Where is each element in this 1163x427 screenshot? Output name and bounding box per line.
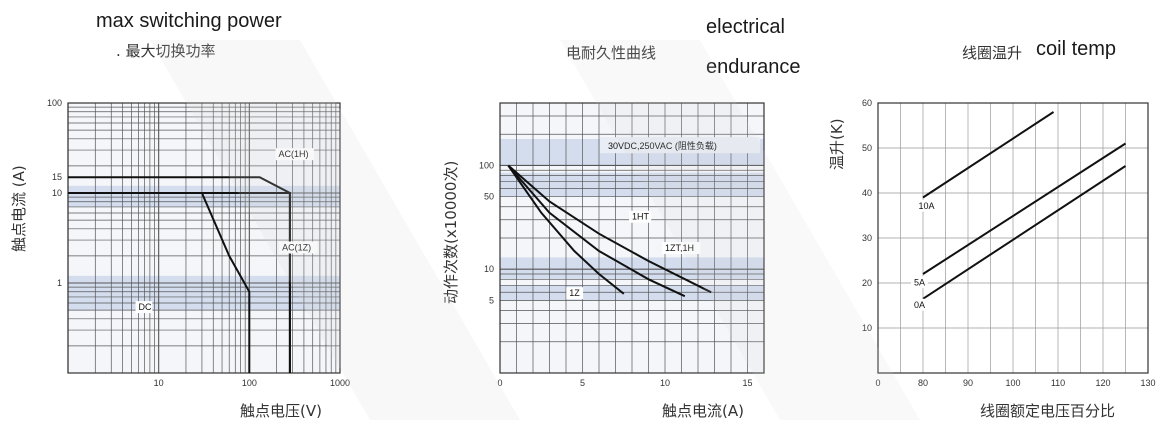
y-tick-label: 50 — [484, 192, 494, 202]
y-tick-label: 30 — [862, 233, 872, 243]
endurance-title-cn: 电耐久性曲线 — [566, 44, 657, 62]
series-line-1ht — [507, 164, 712, 294]
annotation-box — [600, 137, 760, 154]
series-label-bg — [629, 210, 652, 223]
series-label: 5A — [914, 277, 925, 287]
series-line-1zt-1h — [507, 164, 686, 298]
series-label-bg — [911, 276, 928, 289]
series-line-dc — [200, 192, 251, 373]
x-tick-label: 5 — [580, 378, 585, 388]
endurance-title-en-line2: endurance — [706, 56, 801, 78]
series-label-bg — [279, 241, 318, 254]
y-tick-label: 5 — [489, 295, 494, 305]
series-line-1z — [507, 164, 625, 295]
y-tick-label: 60 — [862, 98, 872, 108]
x-tick-label: 110 — [1051, 378, 1065, 388]
chart-electrical-endurance: 0 5 10 15 100 50 10 5 30VDC,250VAC (阻性负载) 1HT 1ZT,… — [479, 102, 765, 388]
y-tick-label: 50 — [862, 143, 872, 153]
chart3-xlabel: 线圈额定电压百分比 — [980, 402, 1116, 420]
x-tick-label: 130 — [1140, 378, 1155, 388]
y-tick-label: 1 — [57, 278, 62, 288]
series-label: AC(1H) — [279, 149, 309, 159]
series-line-10a — [922, 111, 1055, 199]
series-line-0a — [922, 165, 1127, 300]
y-tick-label: 15 — [52, 172, 62, 182]
x-tick-label: 10 — [660, 378, 670, 388]
series-label: DC — [139, 302, 152, 312]
series-label-bg — [135, 301, 153, 314]
series-label-bg — [566, 287, 584, 300]
y-tick-label: 10 — [52, 188, 62, 198]
x-tick-label: 80 — [918, 378, 928, 388]
y-tick-label: 10 — [484, 264, 494, 274]
series-label-bg — [915, 199, 938, 212]
power-title-en: max switching power — [96, 10, 282, 32]
chart-max-switching-power: 10 100 1000 100 15 10 1 AC(1H) AC(1Z) DC — [47, 98, 350, 388]
chart2-xlabel: 触点电流(A) — [662, 402, 744, 420]
x-tick-label: 90 — [963, 378, 973, 388]
y-tick-label: 100 — [47, 98, 62, 108]
plot-frame — [499, 102, 765, 374]
series-label-bg — [911, 298, 928, 311]
series-label: 1Z — [569, 288, 580, 298]
series-label: 10A — [919, 201, 935, 211]
plot-frame — [67, 102, 341, 374]
x-tick-label: 0 — [497, 378, 502, 388]
series-label-bg — [662, 241, 701, 254]
y-tick-label: 40 — [862, 188, 872, 198]
x-tick-label: 10 — [154, 378, 164, 388]
series-line-5a — [922, 142, 1127, 275]
series-line-ac-1z- — [68, 192, 291, 373]
coil-title-cn: 线圈温升 — [962, 44, 1023, 62]
x-tick-label: 1000 — [330, 378, 350, 388]
y-tick-label: 100 — [479, 160, 494, 170]
x-tick-label: 0 — [875, 378, 880, 388]
series-label: 0A — [914, 300, 925, 310]
y-tick-label: 20 — [862, 278, 872, 288]
endurance-title-en-line1: electrical — [706, 16, 785, 38]
y-tick-label: 10 — [862, 323, 872, 333]
x-tick-label: 120 — [1095, 378, 1110, 388]
annotation-text: 30VDC,250VAC (阻性负载) — [608, 140, 717, 151]
chart1-xlabel: 触点电压(V) — [240, 402, 322, 420]
x-tick-label: 100 — [242, 378, 257, 388]
highlight-band — [68, 275, 340, 311]
series-label: 1HT — [632, 212, 650, 222]
series-label-bg — [275, 148, 314, 161]
x-tick-label: 15 — [742, 378, 752, 388]
plot-background — [68, 103, 340, 373]
series-label: AC(1Z) — [282, 242, 311, 252]
plot-frame — [877, 102, 1149, 374]
series-label: 1ZT,1H — [665, 243, 694, 253]
x-tick-label: 100 — [1005, 378, 1020, 388]
chart-coil-temperature-rise: 0 80 90 100 110 120 130 60 50 40 30 20 10 10A 5A 0A — [862, 98, 1156, 388]
power-title-cn: . 最大切换功率 — [116, 42, 216, 60]
coil-title-en: coil temp — [1036, 38, 1117, 60]
